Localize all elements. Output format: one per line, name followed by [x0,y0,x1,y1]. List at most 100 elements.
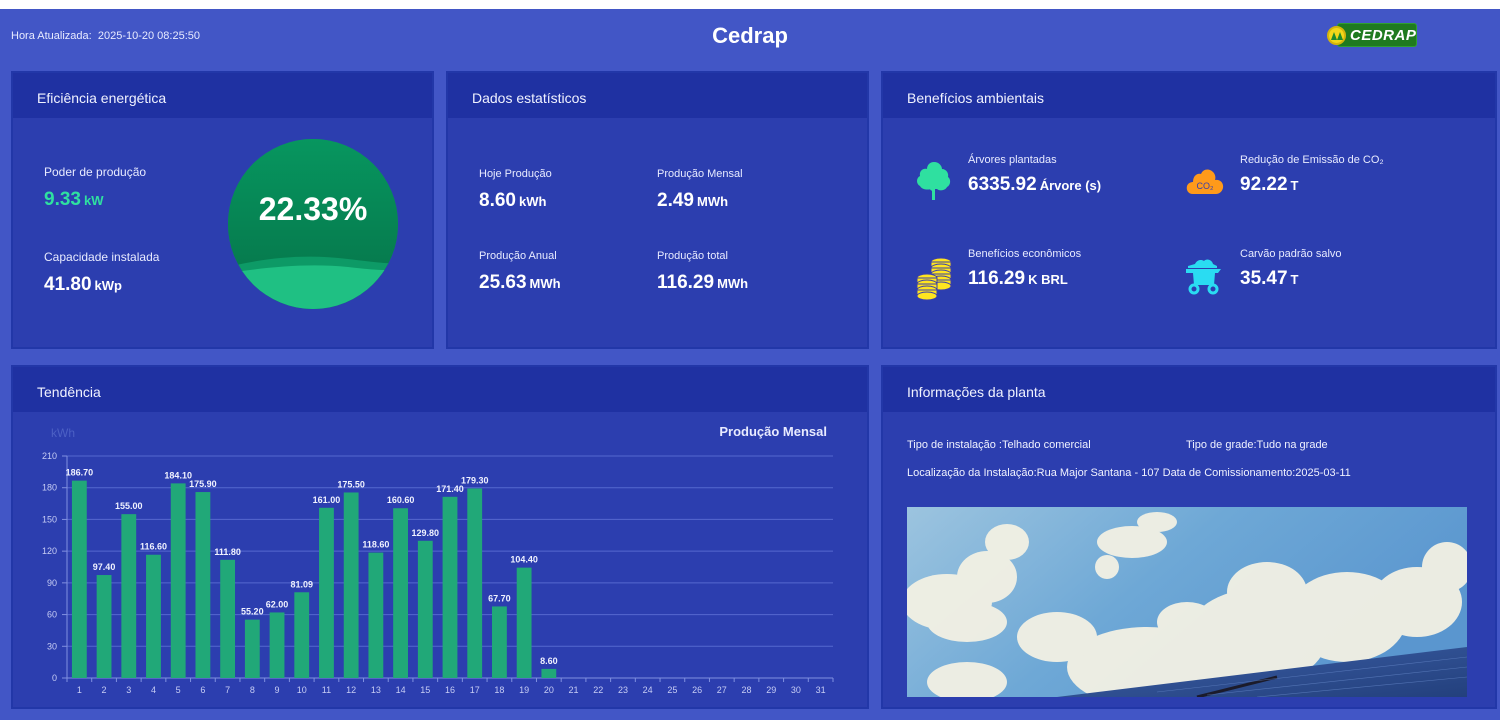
data-label: 118.60 [362,540,389,550]
x-tick-label: 28 [742,685,752,695]
data-label: 171.40 [436,484,464,494]
x-tick-label: 24 [643,685,653,695]
bar [393,508,408,678]
data-label: 8.60 [540,656,558,666]
x-tick-label: 21 [569,685,579,695]
data-label: 104.40 [510,555,538,565]
env-value-economy: 116.29 K BRL [968,268,1068,289]
x-tick-label: 4 [151,685,156,695]
bar [417,540,433,678]
grid-type: Tipo de grade:Tudo na grade [1186,439,1328,451]
co2-cloud-icon: CO₂ [1185,164,1225,196]
x-tick-label: 25 [667,685,677,695]
data-label: 155.00 [115,501,143,511]
header-bar: Hora Atualizada: 2025-10-20 08:25:50 Ced… [0,9,1500,69]
stat-label-total: Produção total [657,250,728,262]
x-tick-label: 30 [791,685,801,695]
panel-title: Eficiência energética [13,73,432,118]
power-value: 9.33 kW [44,189,104,210]
coal-cart-icon [1186,259,1221,295]
y-tick-label: 0 [52,673,57,683]
x-tick-label: 1 [77,685,82,695]
efficiency-percent: 22.33% [258,191,368,227]
data-label: 129.80 [412,528,440,538]
environment-panel: Benefícios ambientais Árvores plantadas … [881,71,1497,349]
data-label: 97.40 [93,562,116,572]
x-tick-label: 10 [297,685,307,695]
stat-label-year: Produção Anual [479,250,557,262]
data-label: 160.60 [387,495,415,505]
x-tick-label: 11 [322,685,331,695]
commission-date: Data de Comissionamento:2025-03-11 [1162,467,1351,479]
data-label: 184.10 [164,470,192,480]
x-tick-label: 18 [494,685,504,695]
y-axis-unit: kWh [51,426,75,440]
data-label: 81.09 [290,579,313,589]
bar [71,480,87,678]
statistics-panel: Dados estatísticos Hoje Produção 8.60 kWh… [446,71,869,349]
x-tick-label: 26 [692,685,702,695]
stat-value-year: 25.63 MWh [479,272,561,293]
dashboard: Hora Atualizada: 2025-10-20 08:25:50 Ced… [0,9,1500,720]
y-tick-label: 150 [42,514,57,524]
stat-value-month: 2.49 MWh [657,190,729,211]
panel-title: Tendência [13,367,867,412]
chart-title[interactable]: Produção Mensal [719,424,827,439]
cedrap-logo[interactable]: CEDRAP [1327,21,1417,48]
bar [541,668,557,678]
bar [269,612,285,678]
bar [96,575,112,678]
efficiency-gauge: 22.33% [228,139,398,309]
data-label: 62.00 [266,599,289,609]
x-tick-label: 13 [371,685,381,695]
env-value-coal: 35.47 T [1240,268,1299,289]
y-tick-label: 90 [47,578,57,588]
y-tick-label: 180 [42,483,57,493]
trend-panel: Tendência kWh Produção Mensal 0 30 60 90 120… [11,365,869,709]
x-tick-label: 16 [445,685,455,695]
install-location: Localização da Instalação:Rua Major Sant… [907,467,1351,479]
bar [121,514,137,678]
bar [170,483,186,678]
plant-photo [907,507,1467,697]
bar [146,554,161,678]
data-label: 111.80 [214,547,241,557]
x-tick-label: 31 [816,685,826,695]
logo-seal-icon [1327,26,1346,45]
data-label: 186.70 [66,468,94,478]
y-tick-label: 210 [42,451,57,461]
svg-text:CO₂: CO₂ [1197,181,1215,191]
env-label-economy: Benefícios econômicos [968,248,1082,260]
bar [343,492,359,678]
trend-chart: kWh Produção Mensal 0 30 60 90 120 150 180 210 1… [13,412,867,707]
bar [442,496,458,678]
logo-badge: CEDRAP [1337,23,1417,47]
panel-title: Benefícios ambientais [883,73,1495,118]
capacity-value: 41.80 kWp [44,274,122,295]
data-label: 179.30 [461,475,489,485]
y-tick-label: 30 [47,641,57,651]
data-label: 161.00 [313,495,341,505]
tree-icon [917,162,951,200]
x-tick-label: 22 [593,685,603,695]
data-label: 67.70 [488,593,511,603]
stat-label-today: Hoje Produção [479,168,552,180]
env-label-coal: Carvão padrão salvo [1240,248,1342,260]
x-tick-label: 14 [396,685,406,695]
y-tick-label: 60 [47,610,57,620]
x-tick-label: 3 [126,685,131,695]
bar [467,488,483,678]
env-label-co2: Redução de Emissão de CO₂ [1240,154,1384,166]
x-tick-label: 8 [250,685,255,695]
bar [368,552,384,678]
env-label-trees: Árvores plantadas [968,154,1057,166]
bar [244,619,260,678]
gauge-wave [228,139,398,309]
x-tick-label: 23 [618,685,628,695]
plant-info-panel: Informações da planta Tipo de instalação… [881,365,1497,709]
x-tick-label: 27 [717,685,727,695]
bar [294,592,310,678]
coins-icon [916,257,952,301]
x-tick-label: 20 [544,685,554,695]
x-tick-label: 15 [420,685,430,695]
